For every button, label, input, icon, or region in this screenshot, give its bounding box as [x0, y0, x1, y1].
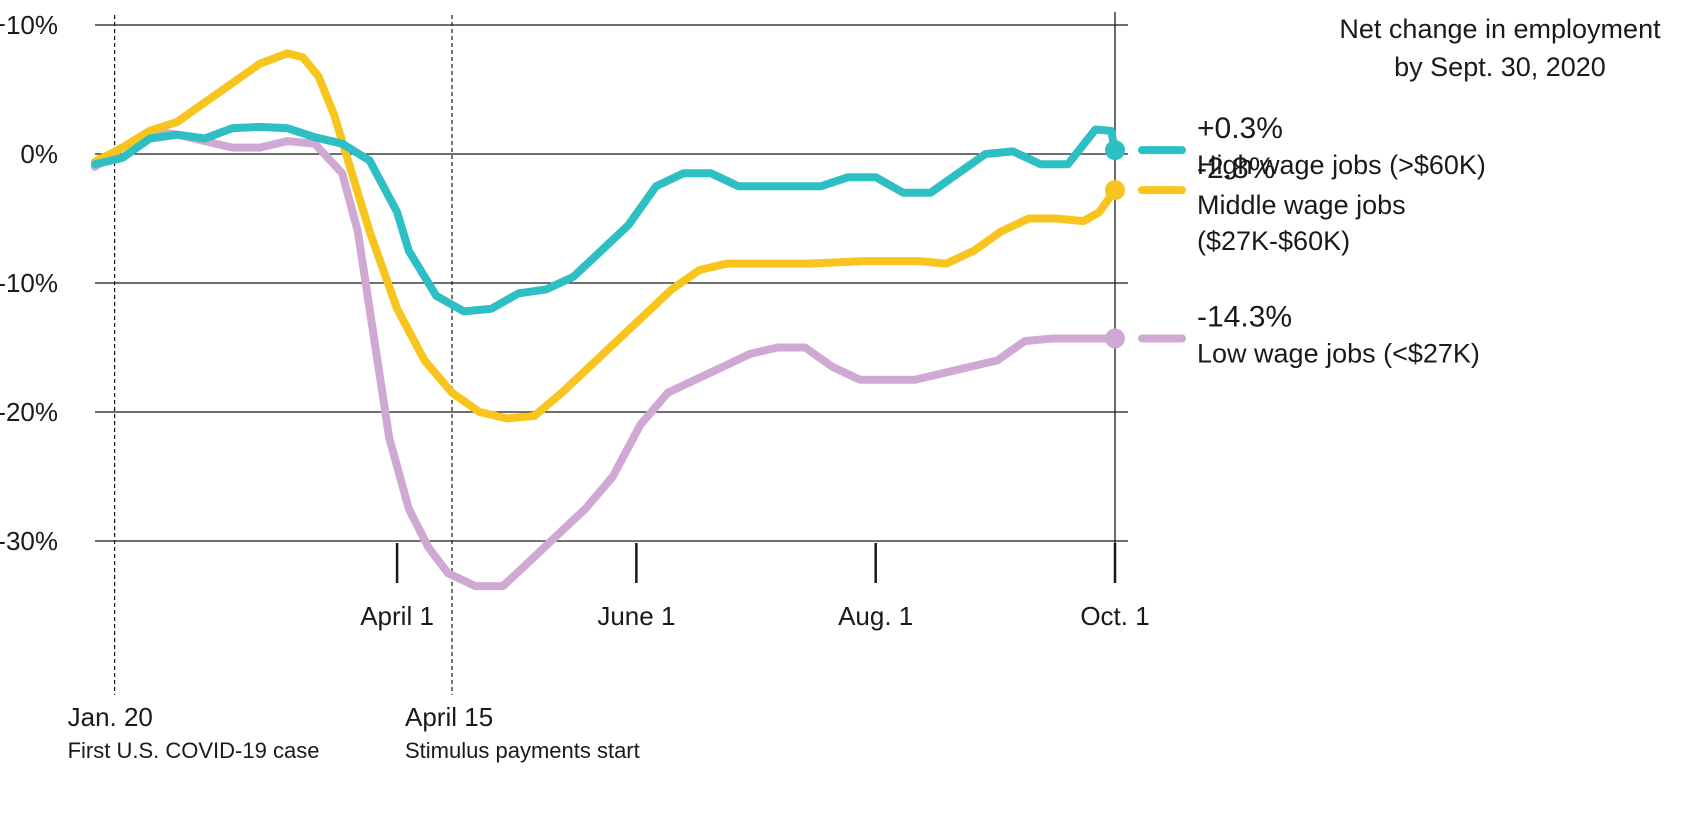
series-endpoint — [1105, 140, 1125, 161]
y-tick-label: -10% — [0, 268, 58, 298]
gridlines — [95, 12, 1128, 575]
legend-label: ($27K-$60K) — [1197, 226, 1350, 256]
legend-value: -2.8% — [1197, 152, 1275, 185]
annotation-text: Stimulus payments start — [405, 738, 640, 763]
annotation-text: First U.S. COVID-19 case — [68, 738, 320, 763]
legend-value: +0.3% — [1197, 112, 1283, 145]
series-lines — [91, 49, 1125, 591]
x-tick-label: April 1 — [360, 601, 434, 631]
y-tick-label: -20% — [0, 397, 58, 427]
legend-label: High wage jobs (>$60K) — [1197, 150, 1486, 180]
series-line — [91, 126, 1119, 591]
legend-value: -14.3% — [1197, 300, 1292, 333]
reference-lines — [114, 15, 453, 695]
y-tick-label: +10% — [0, 10, 58, 40]
x-axis-ticks: April 1 June 1 Aug. 1 Oct. 1 — [360, 543, 1150, 631]
annotation-date: April 15 — [405, 702, 493, 732]
legend-title-line-2: by Sept. 30, 2020 — [1394, 52, 1606, 82]
legend-label: Low wage jobs (<$27K) — [1197, 338, 1480, 368]
series-endpoint — [1105, 328, 1125, 349]
y-tick-label: -30% — [0, 526, 58, 556]
legend-title-line-1: Net change in employment — [1339, 14, 1661, 44]
annotation-date: Jan. 20 — [68, 702, 153, 732]
x-tick-label: Aug. 1 — [838, 601, 913, 631]
y-axis-ticks: +10% 0% -10% -20% -30% — [0, 10, 58, 556]
series-line — [91, 122, 1119, 316]
annotations: Jan. 20 First U.S. COVID-19 case April 15 S… — [68, 702, 640, 763]
legend: Net change in employment by Sept. 30, 20… — [1138, 14, 1661, 368]
y-tick-label: 0% — [20, 139, 58, 169]
x-tick-label: Oct. 1 — [1080, 601, 1149, 631]
x-tick-label: June 1 — [597, 601, 675, 631]
legend-label: Middle wage jobs — [1197, 190, 1406, 220]
series-endpoint — [1105, 180, 1125, 201]
series-line — [91, 49, 1119, 423]
